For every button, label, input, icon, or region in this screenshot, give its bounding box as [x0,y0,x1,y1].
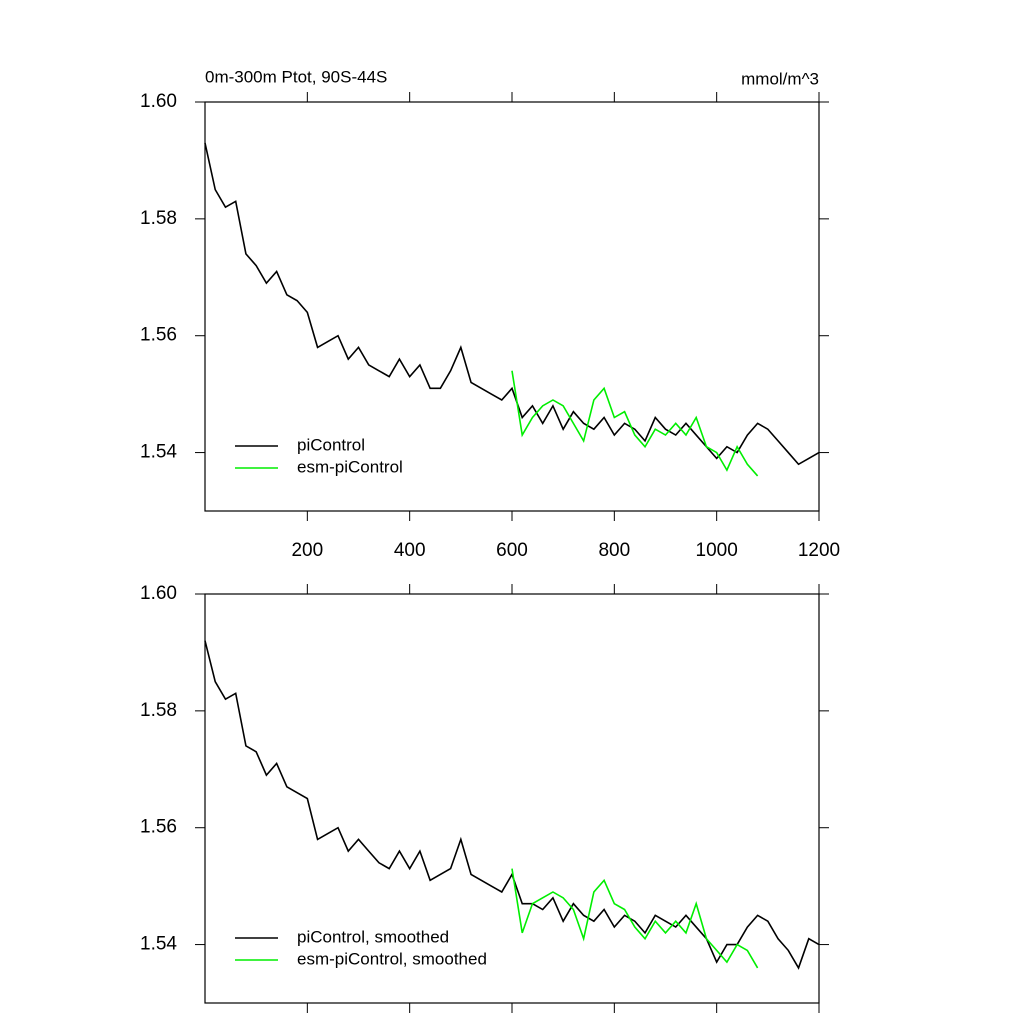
y-tick-label: 1.54 [140,934,177,955]
x-tick-label: 800 [598,540,630,561]
y-tick-label: 1.56 [140,817,177,838]
legend-label: esm-piControl, smoothed [297,949,487,968]
series-line [511,868,759,969]
units-label: mmol/m^3 [741,69,819,88]
y-tick-label: 1.54 [140,442,177,463]
x-tick-label: 1000 [696,540,738,561]
x-tick-label: 200 [291,540,323,561]
series-line [204,640,820,970]
legend-label: esm-piControl [297,457,403,476]
x-tick-label: 400 [394,540,426,561]
y-tick-label: 1.60 [140,583,177,604]
y-tick-label: 1.56 [140,325,177,346]
y-tick-label: 1.58 [140,208,177,229]
series-line [204,142,820,466]
legend-label: piControl [297,435,365,454]
y-tick-label: 1.58 [140,700,177,721]
x-tick-label: 1200 [798,540,840,561]
legend-label: piControl, smoothed [297,927,449,946]
y-tick-label: 1.60 [140,91,177,112]
x-tick-label: 600 [496,540,528,561]
series-line [511,370,759,477]
chart-title: 0m-300m Ptot, 90S-44S [205,67,387,86]
